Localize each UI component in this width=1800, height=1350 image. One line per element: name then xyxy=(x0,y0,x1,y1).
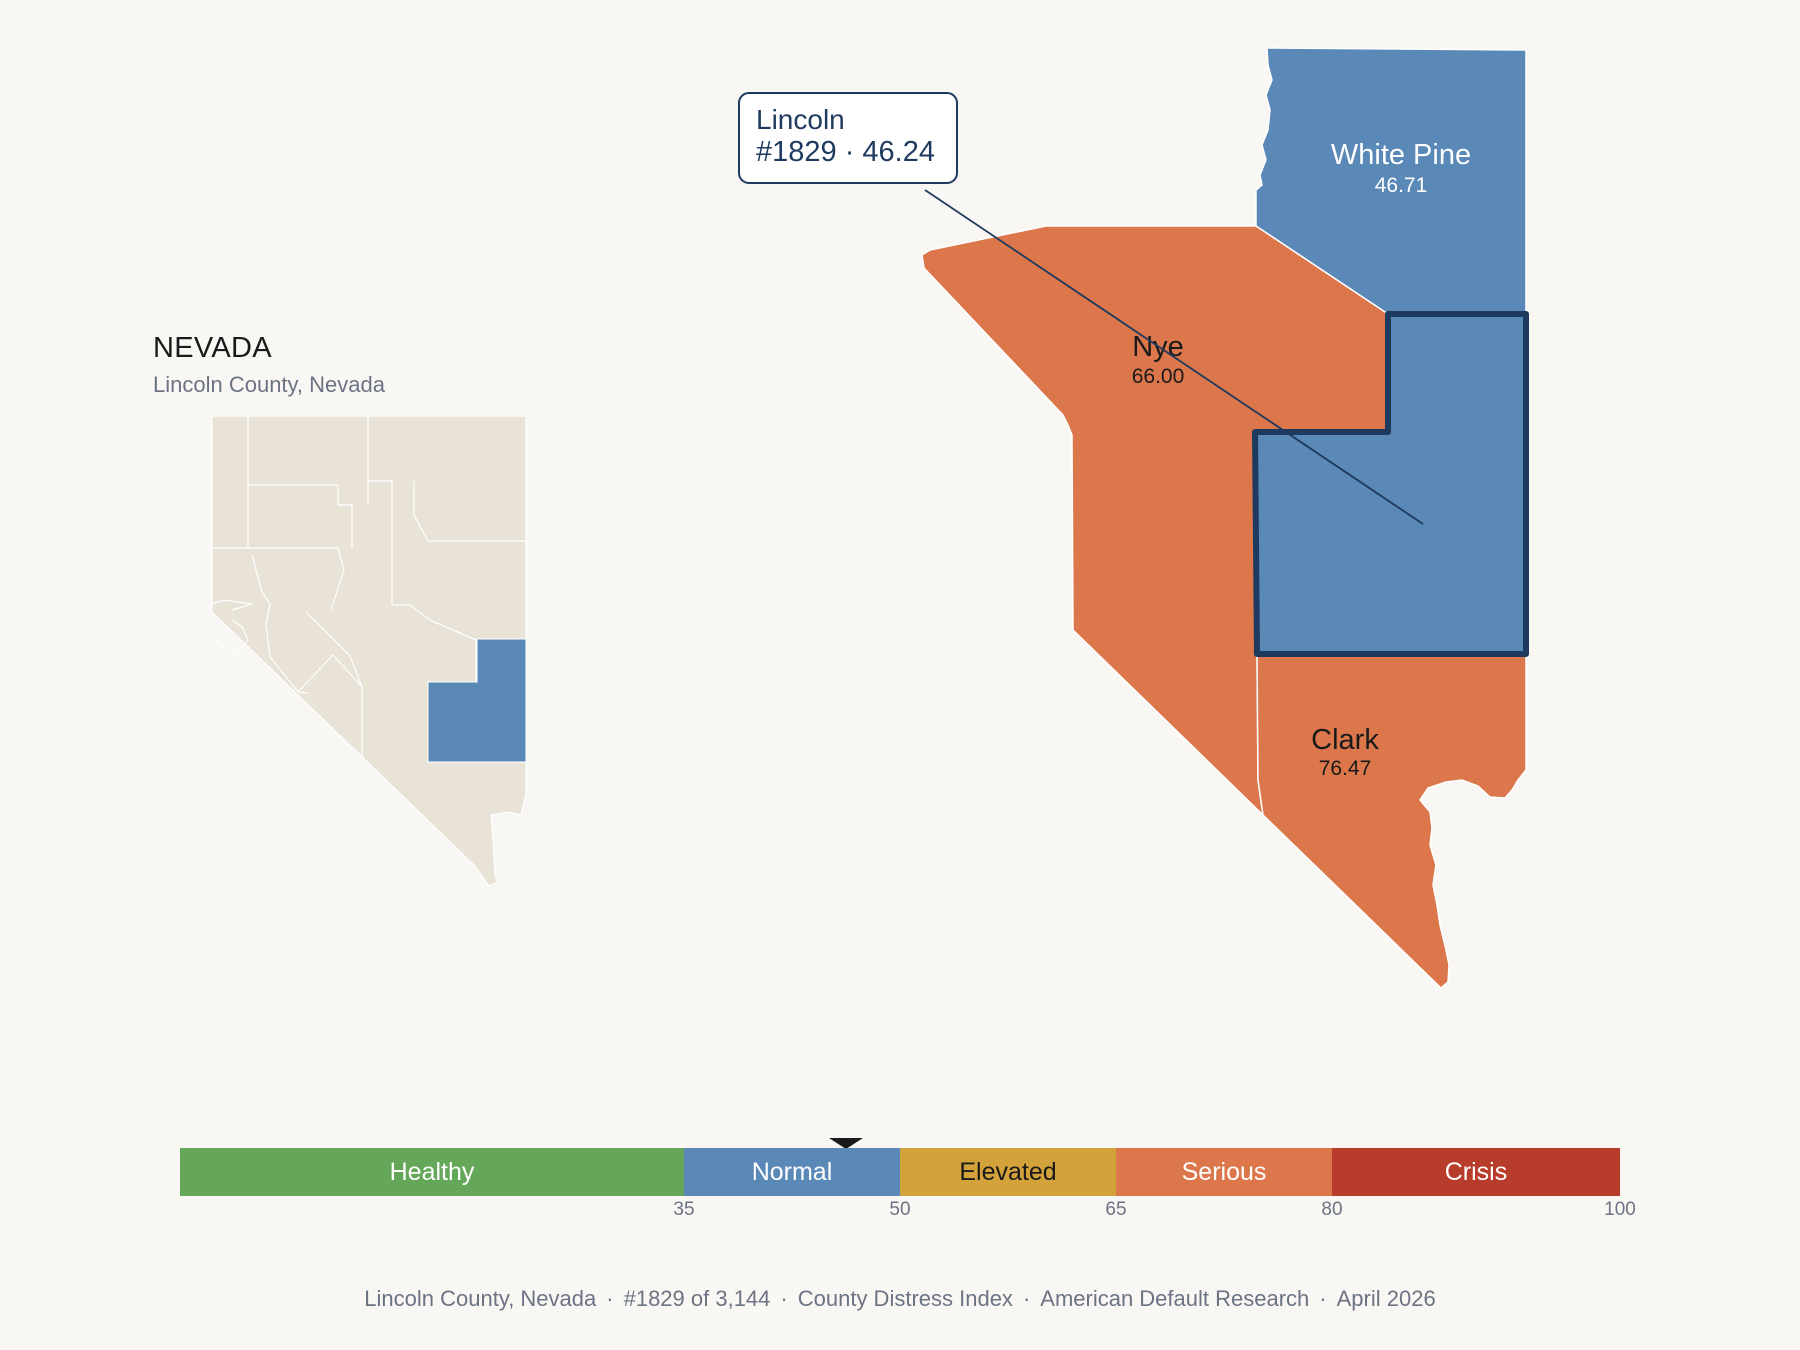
label-white-pine-name: White Pine xyxy=(1331,139,1471,171)
distress-scale-bar: Healthy Normal Elevated Serious Crisis xyxy=(180,1148,1620,1196)
footer-org: American Default Research xyxy=(1040,1286,1310,1311)
footer-date: April 2026 xyxy=(1336,1286,1436,1311)
scale-segment-crisis: Crisis xyxy=(1332,1148,1620,1196)
scale-segment-healthy: Healthy xyxy=(180,1148,684,1196)
scale-tick-label: 35 xyxy=(673,1199,695,1220)
scale-segment-serious: Serious xyxy=(1116,1148,1332,1196)
county-clark[interactable] xyxy=(1256,653,1527,990)
callout-box: Lincoln #1829 · 46.24 xyxy=(738,92,958,184)
label-clark-value: 76.47 xyxy=(1319,757,1372,780)
scale-tick-label: 80 xyxy=(1321,1199,1343,1220)
scale-tick-label: 50 xyxy=(889,1199,911,1220)
scale-tick-label: 65 xyxy=(1105,1199,1127,1220)
footer-rank: #1829 of 3,144 xyxy=(623,1286,771,1311)
callout-county-name: Lincoln xyxy=(756,104,845,135)
inset-lincoln-highlight xyxy=(427,638,527,763)
scale-tick-label: 100 xyxy=(1604,1199,1636,1220)
callout-rank-score: #1829 · 46.24 xyxy=(756,136,935,168)
county-lincoln[interactable] xyxy=(1252,311,1529,657)
label-white-pine-value: 46.71 xyxy=(1375,174,1428,197)
score-marker xyxy=(828,1138,863,1149)
label-nye-value: 66.00 xyxy=(1132,365,1185,388)
footer-county: Lincoln County, Nevada xyxy=(364,1286,597,1311)
callout-leader-line xyxy=(924,189,1424,525)
inset-state-shape xyxy=(211,415,527,887)
state-subtitle: Lincoln County, Nevada xyxy=(153,372,385,397)
scale-segment-normal: Normal xyxy=(684,1148,900,1196)
scale-segment-elevated: Elevated xyxy=(900,1148,1116,1196)
state-title: NEVADA xyxy=(153,332,272,364)
label-clark-name: Clark xyxy=(1311,724,1379,756)
footer-index: County Distress Index xyxy=(797,1286,1013,1311)
footer: Lincoln County, Nevada · #1829 of 3,144 · Co… xyxy=(364,1286,1436,1311)
